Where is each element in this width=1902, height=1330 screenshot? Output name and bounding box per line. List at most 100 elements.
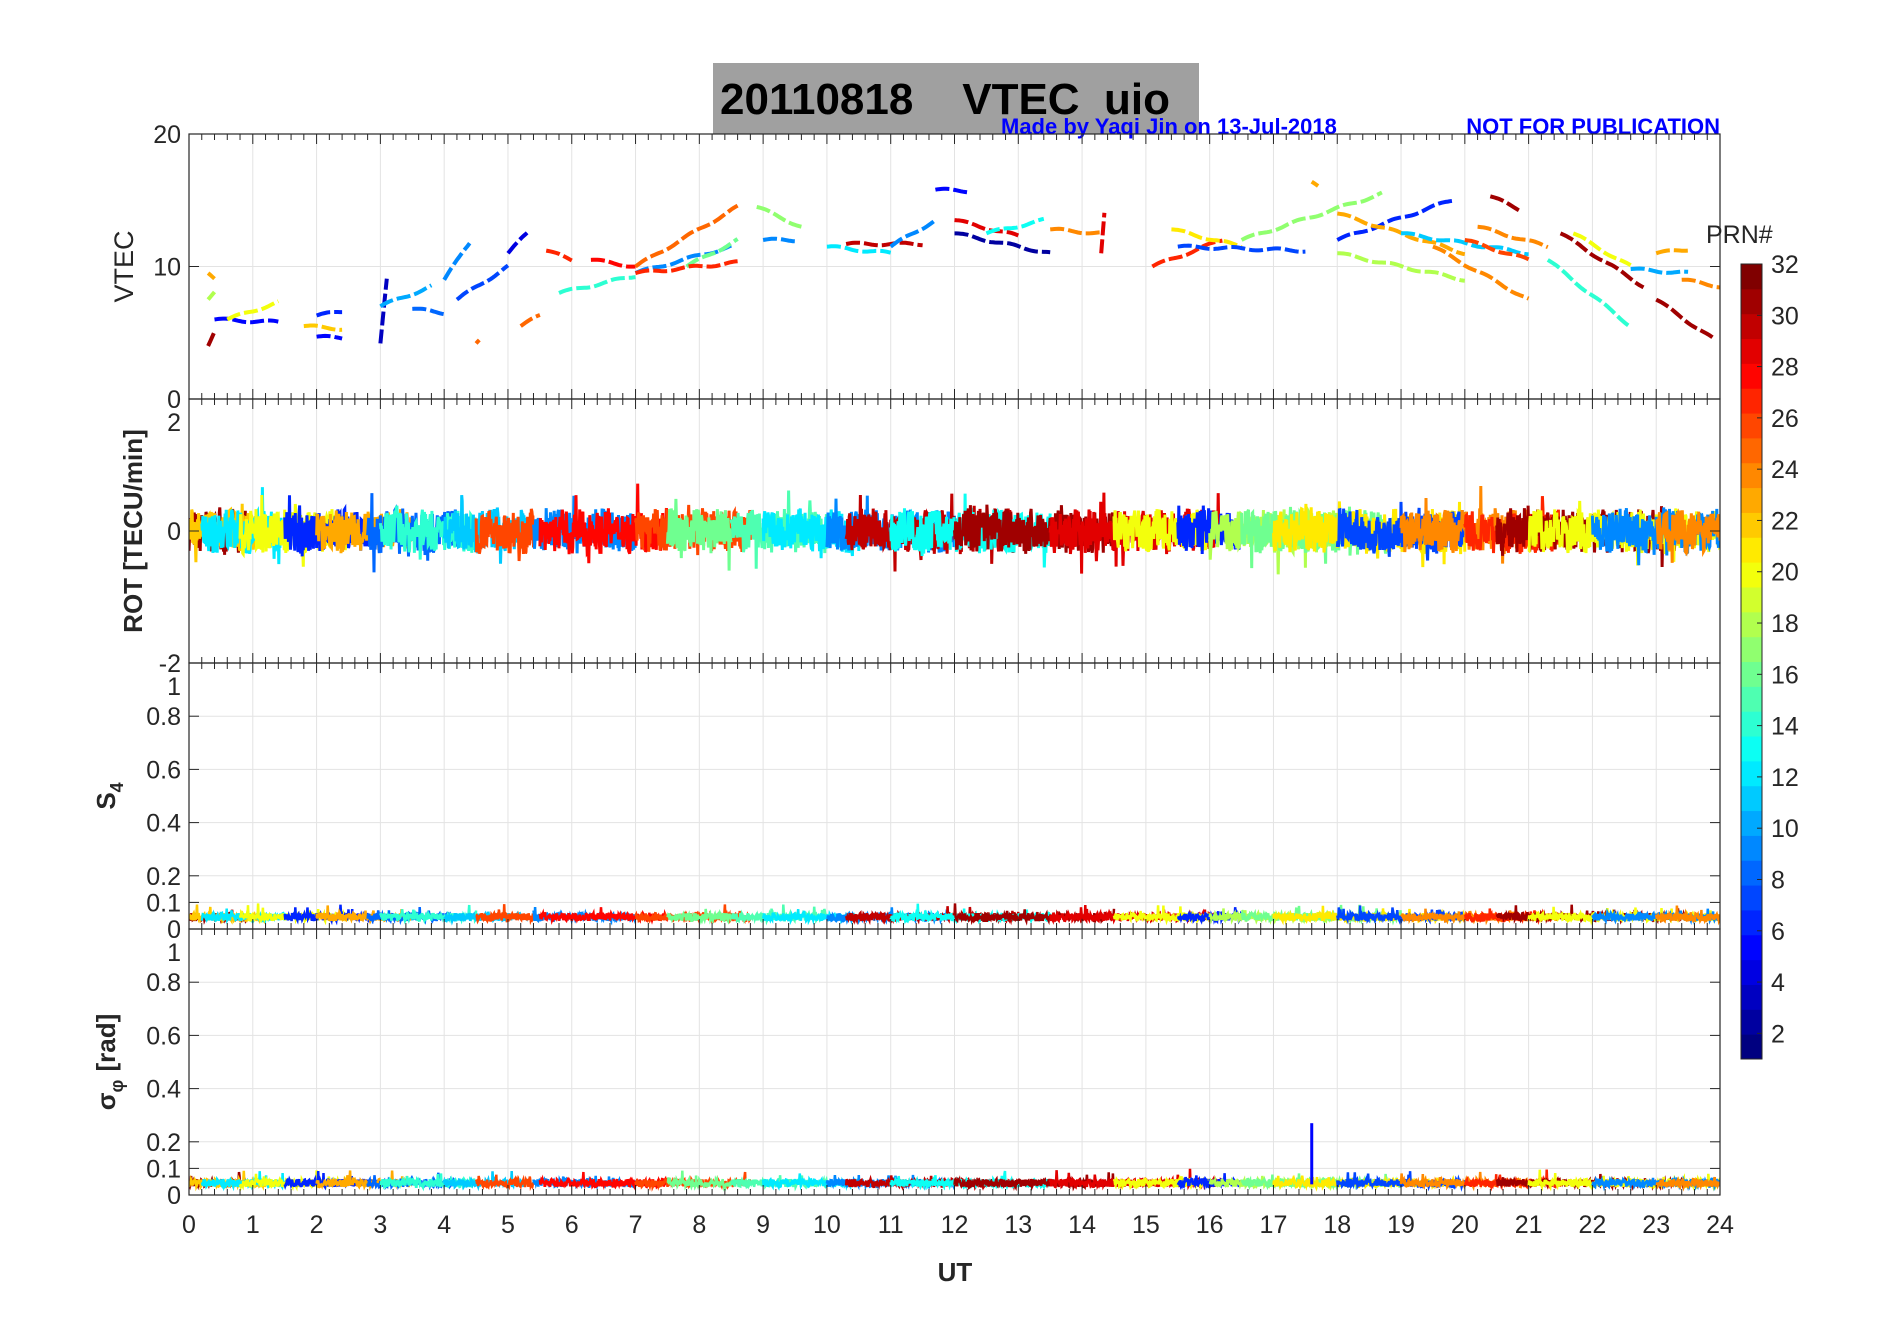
x-tick-label: 5 bbox=[501, 1211, 515, 1239]
colorbar-band bbox=[1741, 313, 1762, 340]
sigma-trace-prn24 bbox=[1655, 1175, 1720, 1192]
y-tick-label: 0.2 bbox=[146, 1129, 181, 1157]
vtec-trace-prn9 bbox=[762, 236, 796, 244]
y-axis-label: VTEC bbox=[109, 230, 139, 302]
colorbar-band bbox=[1741, 909, 1762, 936]
panel-vtec: 0 10 20 VTEC bbox=[109, 121, 1721, 414]
vtec-trace-prn2 bbox=[954, 231, 1051, 255]
x-tick-label: 10 bbox=[813, 1211, 841, 1239]
y-tick-label: 20 bbox=[153, 121, 181, 149]
colorbar-box bbox=[1740, 263, 1763, 1060]
y-tick-label: 1 bbox=[167, 939, 181, 967]
vtec-trace-prn24 bbox=[1050, 226, 1102, 236]
y-tick-label: 10 bbox=[153, 254, 181, 282]
colorbar-band bbox=[1741, 611, 1762, 638]
y-axis-label: σφ[rad] bbox=[91, 1014, 127, 1110]
sigma-trace-prn23 bbox=[315, 1170, 413, 1191]
colorbar-tick-label: 8 bbox=[1771, 866, 1785, 894]
vtec-trace-prn8 bbox=[412, 306, 445, 317]
y-tick-label: 2 bbox=[167, 409, 181, 437]
colorbar-tick-label: 22 bbox=[1771, 507, 1799, 535]
colorbar-band bbox=[1741, 934, 1762, 961]
y-tick-label: 0.6 bbox=[146, 756, 181, 784]
x-tick-label: 13 bbox=[1004, 1211, 1032, 1239]
vtec-trace-prn13 bbox=[985, 216, 1045, 236]
x-tick-label: 19 bbox=[1387, 1211, 1415, 1239]
vtec-trace-prn10 bbox=[1630, 266, 1689, 275]
x-tick-label: 11 bbox=[878, 1211, 904, 1239]
panel-s4: 00.10.2 0.4 0.6 0.81 S4 bbox=[91, 662, 1721, 944]
x-tick-label: 1 bbox=[246, 1211, 260, 1239]
x-tick-label: 15 bbox=[1132, 1211, 1160, 1239]
chart-title: 20110818 VTEC uio bbox=[720, 75, 1170, 124]
x-tick-label: 18 bbox=[1323, 1211, 1351, 1239]
x-tick-label: 20 bbox=[1451, 1211, 1479, 1239]
vtec-trace-prn26 bbox=[1464, 238, 1530, 262]
rot-trace-prn6 bbox=[283, 495, 382, 557]
vtec-trace-prn5 bbox=[214, 316, 279, 325]
x-tick-label: 3 bbox=[373, 1211, 387, 1239]
colorbar-band bbox=[1741, 338, 1762, 364]
vtec-trace-prn16 bbox=[685, 237, 739, 269]
vtec-trace-prn24 bbox=[1477, 224, 1549, 250]
vtec-trace-prn7 bbox=[455, 263, 510, 302]
x-tick-label: 12 bbox=[941, 1211, 969, 1239]
y-tick-label: 0 bbox=[167, 386, 181, 414]
vtec-trace-prn10 bbox=[379, 283, 433, 309]
vtec-trace-prn22 bbox=[303, 323, 343, 332]
colorbar-band bbox=[1741, 959, 1762, 985]
y-axis-label: S4 bbox=[91, 782, 127, 809]
vtec-trace-prn25 bbox=[474, 338, 481, 345]
colorbar-band bbox=[1741, 835, 1762, 861]
sigma-trace-prn16 bbox=[666, 1170, 733, 1192]
vtec-trace-prn14 bbox=[558, 275, 636, 295]
x-axis-label: UT bbox=[938, 1257, 973, 1287]
vtec-trace-prn17 bbox=[1240, 190, 1383, 242]
colorbar-band bbox=[1741, 760, 1762, 787]
vtec-trace-prn23 bbox=[1310, 180, 1320, 188]
y-tick-label: 0.6 bbox=[146, 1022, 181, 1050]
y-tick-label: 0.4 bbox=[146, 810, 181, 838]
colorbar-band bbox=[1741, 736, 1762, 762]
colorbar-tick-label: 16 bbox=[1771, 661, 1799, 689]
colorbar-tick-label: 24 bbox=[1771, 456, 1799, 484]
colorbar-tick-label: 32 bbox=[1771, 251, 1799, 279]
y-tick-label: 0.4 bbox=[146, 1076, 181, 1104]
vtec-trace-prn29 bbox=[954, 218, 1020, 238]
y-axis-label-unit: [rad] bbox=[91, 1014, 121, 1072]
rot-trace-prn28 bbox=[538, 483, 669, 564]
vtec-trace-prn29 bbox=[1099, 212, 1107, 254]
vtec-trace-prn31 bbox=[1559, 231, 1645, 290]
vtec-trace-prn18 bbox=[206, 290, 217, 301]
y-tick-label: 0.8 bbox=[146, 703, 181, 731]
colorbar-band bbox=[1741, 388, 1762, 414]
vtec-trace-prn23 bbox=[1655, 248, 1689, 256]
colorbar-band bbox=[1741, 636, 1762, 662]
title-box bbox=[713, 63, 1199, 134]
y-tick-label: 0.1 bbox=[146, 1155, 181, 1183]
notice-text: NOT FOR PUBLICATION bbox=[1466, 114, 1720, 139]
vtec-trace-prn9 bbox=[442, 241, 472, 281]
vtec-trace-prn21 bbox=[1171, 227, 1243, 250]
colorbar-tick-label: 2 bbox=[1771, 1020, 1785, 1048]
sigma-trace-prn11 bbox=[442, 1170, 529, 1192]
x-tick-label: 9 bbox=[756, 1211, 770, 1239]
x-tick-label: 4 bbox=[437, 1211, 451, 1239]
colorbar-band bbox=[1741, 661, 1762, 687]
vtec-trace-prn9 bbox=[634, 243, 732, 275]
x-axis: 0 1 2 3 4 5 6 7 8 9 10 11 12 13 14 15 16 17 18 19 20 21 22 23 24 bbox=[182, 1211, 1734, 1239]
colorbar-band bbox=[1741, 686, 1762, 712]
panel-rot: -2 0 2 ROT [TECU/min] bbox=[118, 398, 1721, 678]
x-tick-label: 0 bbox=[182, 1211, 196, 1239]
vtec-trace-prn5 bbox=[316, 333, 343, 341]
y-tick-label: 0.8 bbox=[146, 969, 181, 997]
colorbar-band bbox=[1741, 810, 1762, 836]
vtec-trace-prn5 bbox=[935, 186, 968, 195]
rot-trace-prn20 bbox=[1112, 509, 1212, 553]
vtec-trace-prn25 bbox=[634, 203, 739, 269]
vtec-trace-prn12 bbox=[826, 244, 892, 255]
colorbar-band bbox=[1741, 462, 1762, 489]
